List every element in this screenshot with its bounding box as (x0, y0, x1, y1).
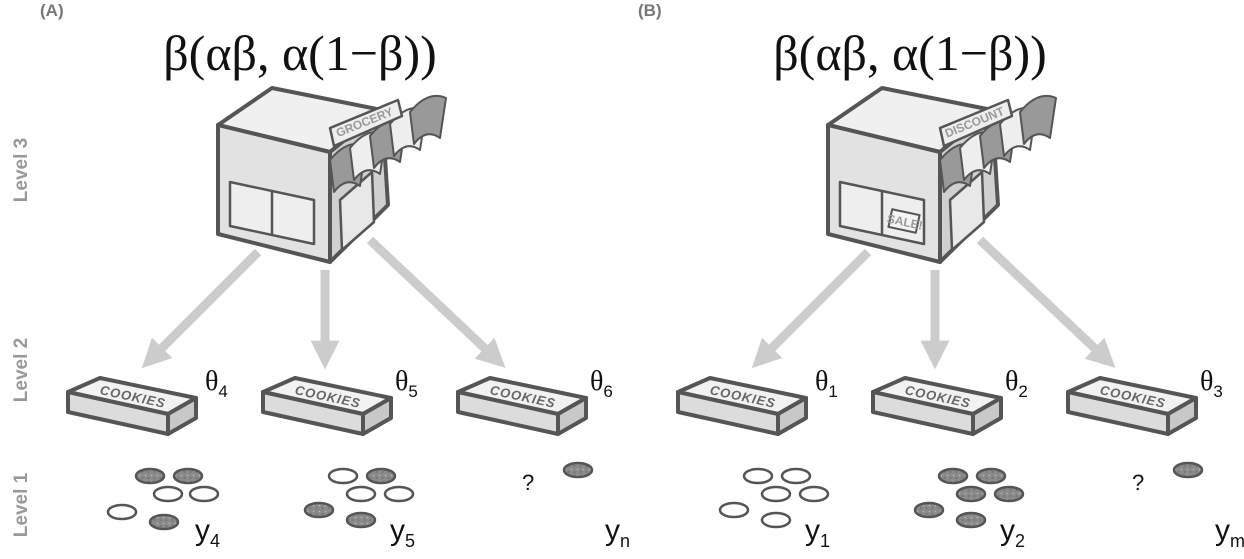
level-label: Level 2 (11, 338, 32, 402)
formula: β(αβ, α(1−β)) (773, 25, 1047, 81)
theta-label-subscript: 2 (1018, 382, 1027, 401)
cookie (955, 485, 987, 503)
awning-stripe (409, 94, 447, 145)
cookie (152, 485, 184, 503)
y-label: y2 (1000, 514, 1025, 551)
cookie (937, 467, 969, 485)
cookie (345, 511, 377, 529)
y-label-subscript: m (1230, 531, 1244, 551)
level-label: Level 3 (11, 138, 32, 202)
theta-label: θ1 (815, 366, 838, 401)
unknown-mark: ? (1132, 470, 1144, 495)
cookie-box: COOKIES (456, 376, 588, 436)
theta-label: θ2 (1005, 366, 1028, 401)
box-side (166, 396, 198, 436)
cookie (303, 501, 335, 519)
panel-label: (A) (40, 1, 64, 20)
cookie-box: COOKIES (66, 376, 198, 436)
y-label-symbol: y (805, 514, 820, 547)
arrow (976, 236, 1116, 368)
cookie (913, 501, 945, 519)
cookie (955, 511, 987, 529)
panel-label: (B) (638, 1, 662, 20)
theta-label: θ5 (395, 366, 418, 401)
cookie (760, 511, 792, 529)
y-label-symbol: y (195, 514, 210, 547)
sale-tag (887, 208, 921, 234)
cookie (780, 467, 812, 485)
cookie (345, 485, 377, 503)
y-label-subscript: 4 (210, 531, 220, 551)
cookie (134, 467, 166, 485)
theta-label: θ4 (205, 366, 228, 401)
box-side (361, 396, 393, 436)
theta-label-symbol: θ (1200, 366, 1213, 397)
y-label-symbol: y (390, 514, 405, 547)
theta-label-subscript: 5 (408, 382, 417, 401)
cookie (365, 467, 397, 485)
sign-board (328, 98, 404, 148)
cookie-box: COOKIES (261, 376, 393, 436)
cookie-box: COOKIES (871, 376, 1003, 436)
y-label-subscript: 5 (405, 531, 415, 551)
arrow (366, 236, 506, 368)
theta-label-symbol: θ (395, 366, 408, 397)
theta-label-symbol: θ (590, 366, 603, 397)
y-label-symbol: y (1215, 514, 1230, 547)
arrow (751, 248, 872, 369)
y-label: yn (605, 514, 630, 551)
cookie (760, 485, 792, 503)
cookie (148, 513, 180, 531)
box-side (1166, 396, 1198, 436)
y-label: y5 (390, 514, 415, 551)
box-side (971, 396, 1003, 436)
cookie (188, 485, 220, 503)
y-label-subscript: 1 (820, 531, 830, 551)
theta-label-subscript: 6 (603, 382, 612, 401)
cookie (798, 485, 830, 503)
box-side (776, 396, 808, 436)
cookie-box: COOKIES (1066, 376, 1198, 436)
sign-board (938, 98, 1014, 148)
cookie (1172, 461, 1204, 479)
cookie (327, 467, 359, 485)
theta-label-subscript: 1 (828, 382, 837, 401)
cookie (172, 467, 204, 485)
cookie (742, 467, 774, 485)
theta-label: θ6 (590, 366, 613, 401)
cookie (718, 501, 750, 519)
level-label: Level 1 (11, 472, 32, 537)
unknown-mark: ? (522, 470, 534, 495)
arrow (141, 248, 262, 369)
cookie (993, 485, 1025, 503)
y-label: y4 (195, 514, 220, 551)
box-side (556, 396, 588, 436)
cookie (383, 485, 415, 503)
theta-label-subscript: 3 (1213, 382, 1222, 401)
cookie (562, 461, 594, 479)
cookie (975, 467, 1007, 485)
theta-label-subscript: 4 (218, 382, 227, 401)
theta-label-symbol: θ (205, 366, 218, 397)
theta-label-symbol: θ (1005, 366, 1018, 397)
y-label-symbol: y (605, 514, 620, 547)
cookie (106, 503, 138, 521)
y-label: ym (1215, 514, 1244, 551)
formula: β(αβ, α(1−β)) (163, 25, 437, 81)
store: GROCERY (216, 86, 447, 264)
y-label: y1 (805, 514, 830, 551)
theta-label-symbol: θ (815, 366, 828, 397)
theta-label: θ3 (1200, 366, 1223, 401)
y-label-subscript: 2 (1015, 531, 1025, 551)
awning-stripe (1019, 94, 1057, 145)
y-label-subscript: n (620, 531, 630, 551)
cookie-box: COOKIES (676, 376, 808, 436)
y-label-symbol: y (1000, 514, 1015, 547)
